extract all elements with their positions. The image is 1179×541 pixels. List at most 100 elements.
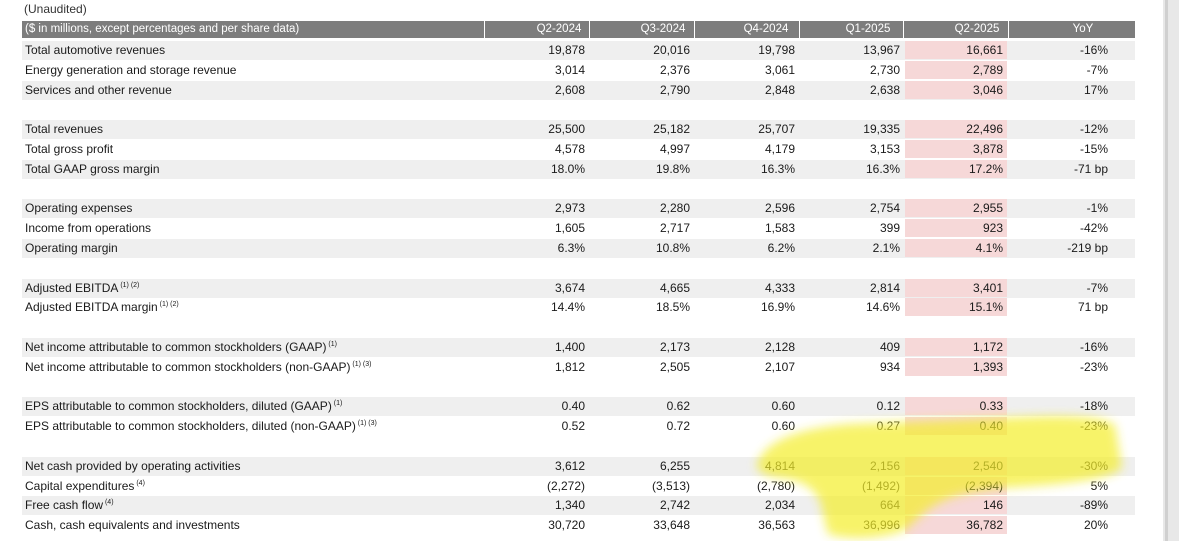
value-cell: 2,505 <box>659 360 690 374</box>
value-cell: 1,393 <box>972 360 1003 374</box>
value-cell: 1,340 <box>554 498 585 512</box>
value-cell: 19.8% <box>655 162 690 176</box>
value-cell: 14.4% <box>550 300 585 314</box>
value-cell: 0.33 <box>979 399 1003 413</box>
table-row: Net income attributable to common stockh… <box>22 358 1135 377</box>
value-cell: 71 bp <box>1077 300 1108 314</box>
value-cell: -23% <box>1079 419 1108 433</box>
q2-2025-highlight-cell <box>905 160 1007 178</box>
value-cell: -7% <box>1086 63 1108 77</box>
value-cell: 3,046 <box>972 83 1003 97</box>
value-cell: 25,182 <box>653 122 690 136</box>
row-label: Net income attributable to common stockh… <box>25 360 372 374</box>
value-cell: 3,401 <box>972 281 1003 295</box>
value-cell: -15% <box>1079 142 1108 156</box>
value-cell: -1% <box>1086 201 1108 215</box>
value-cell: 1,605 <box>554 221 585 235</box>
value-cell: 22,496 <box>966 122 1003 136</box>
value-cell: -23% <box>1079 360 1108 374</box>
value-cell: 2,540 <box>972 459 1003 473</box>
table-row: Adjusted EBITDA margin (1) (2) 14.4% 18.5%… <box>22 298 1135 317</box>
value-cell: 3,061 <box>764 63 795 77</box>
value-cell: 25,500 <box>548 122 585 136</box>
value-cell: 3,674 <box>554 281 585 295</box>
value-cell: 4,814 <box>764 459 795 473</box>
value-cell: 16.3% <box>760 162 795 176</box>
value-cell: 19,335 <box>863 122 900 136</box>
row-label: EPS attributable to common stockholders,… <box>25 399 343 413</box>
footnote-ref: (1) (3) <box>350 361 372 368</box>
value-cell: 3,878 <box>972 142 1003 156</box>
value-cell: 30,720 <box>548 518 585 532</box>
value-cell: 2,742 <box>659 498 690 512</box>
header-divider <box>589 20 590 39</box>
row-label: Total gross profit <box>25 142 114 156</box>
value-cell: -16% <box>1079 340 1108 354</box>
value-cell: 4,665 <box>659 281 690 295</box>
value-cell: 2.1% <box>872 241 900 255</box>
table-row: Cash, cash equivalents and investments 30… <box>22 516 1135 535</box>
value-cell: 399 <box>879 221 900 235</box>
value-cell: 2,128 <box>764 340 795 354</box>
value-cell: 6.3% <box>557 241 585 255</box>
value-cell: 0.40 <box>979 419 1003 433</box>
value-cell: 5% <box>1090 479 1108 493</box>
value-cell: 16,661 <box>966 43 1003 57</box>
value-cell: 19,878 <box>548 43 585 57</box>
row-label: Total GAAP gross margin <box>25 162 160 176</box>
table-row: Total revenues 25,500 25,182 25,707 19,335 22… <box>22 120 1135 139</box>
header-divider <box>1008 20 1009 39</box>
value-cell: 19,798 <box>758 43 795 57</box>
value-cell: 3,612 <box>554 459 585 473</box>
value-cell: 2,608 <box>554 83 585 97</box>
q2-2025-highlight-cell <box>905 140 1007 158</box>
table-row: Operating expenses 2,973 2,280 2,596 2,754 2,… <box>22 199 1135 218</box>
value-cell: 2,790 <box>659 83 690 97</box>
value-cell: 2,638 <box>869 83 900 97</box>
column-header: Q3-2024 <box>640 23 686 35</box>
value-cell: -16% <box>1079 43 1108 57</box>
table-row: Total automotive revenues 19,878 20,016 19,… <box>22 41 1135 60</box>
footnote-ref: (1) (3) <box>355 420 377 427</box>
q2-2025-highlight-cell <box>905 41 1007 59</box>
row-label: Capital expenditures (4) <box>25 479 145 493</box>
row-label: Adjusted EBITDA (1) (2) <box>25 281 140 295</box>
value-cell: 4,578 <box>554 142 585 156</box>
value-cell: 1,583 <box>764 221 795 235</box>
value-cell: 13,967 <box>863 43 900 57</box>
header-divider <box>694 20 695 39</box>
value-cell: 2,789 <box>972 63 1003 77</box>
q2-2025-highlight-cell <box>905 120 1007 138</box>
row-label: Operating expenses <box>25 201 133 215</box>
row-label: Energy generation and storage revenue <box>25 63 237 77</box>
value-cell: 4,997 <box>659 142 690 156</box>
value-cell: 2,107 <box>764 360 795 374</box>
value-cell: 10.8% <box>655 241 690 255</box>
row-label: Total automotive revenues <box>25 43 166 57</box>
column-header: Q2-2024 <box>536 23 582 35</box>
row-label: Cash, cash equivalents and investments <box>25 518 240 532</box>
value-cell: 20% <box>1083 518 1108 532</box>
value-cell: 15.1% <box>968 300 1003 314</box>
value-cell: 2,280 <box>659 201 690 215</box>
value-cell: 36,782 <box>966 518 1003 532</box>
value-cell: 0.62 <box>666 399 690 413</box>
row-label: Net cash provided by operating activitie… <box>25 459 241 473</box>
value-cell: 2,376 <box>659 63 690 77</box>
header-divider <box>903 20 904 39</box>
value-cell: 1,172 <box>972 340 1003 354</box>
table-row: EPS attributable to common stockholders,… <box>22 417 1135 436</box>
q2-2025-highlight-cell <box>905 239 1007 257</box>
header-divider <box>484 20 485 39</box>
value-cell: -30% <box>1079 459 1108 473</box>
value-cell: -12% <box>1079 122 1108 136</box>
value-cell: 923 <box>982 221 1003 235</box>
column-header: Q4-2024 <box>743 23 789 35</box>
column-header: YoY <box>1072 23 1094 35</box>
value-cell: 2,955 <box>972 201 1003 215</box>
value-cell: 2,717 <box>659 221 690 235</box>
table-row: Operating margin 6.3% 10.8% 6.2% 2.1% 4.1% -21… <box>22 239 1135 258</box>
value-cell: -42% <box>1079 221 1108 235</box>
value-cell: -7% <box>1086 281 1108 295</box>
header-label: ($ in millions, except percentages and p… <box>25 23 300 35</box>
